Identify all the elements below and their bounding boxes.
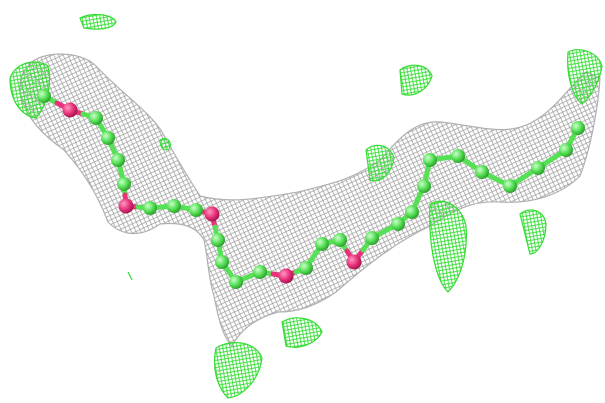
- carbon-atom: [253, 265, 267, 279]
- oxygen-atom: [118, 198, 134, 214]
- carbon-atom: [37, 89, 51, 103]
- carbon-atom: [365, 231, 379, 245]
- carbon-atom: [167, 199, 181, 213]
- carbon-atom: [111, 153, 125, 167]
- carbon-atom: [531, 161, 545, 175]
- carbon-atom: [315, 237, 329, 251]
- carbon-atom: [211, 233, 225, 247]
- carbon-atom: [89, 111, 103, 125]
- oxygen-atom: [62, 102, 78, 118]
- carbon-atom: [503, 179, 517, 193]
- carbon-atom: [229, 275, 243, 289]
- carbon-atom: [215, 255, 229, 269]
- carbon-atom: [333, 233, 347, 247]
- carbon-atom: [391, 217, 405, 231]
- carbon-atom: [559, 143, 573, 157]
- oxygen-atom: [346, 254, 362, 270]
- molecule-atoms: [37, 89, 585, 289]
- carbon-atom: [299, 261, 313, 275]
- oxygen-atom: [204, 206, 220, 222]
- difference-density-mesh: [9, 13, 603, 399]
- carbon-atom: [417, 179, 431, 193]
- carbon-atom: [423, 153, 437, 167]
- carbon-atom: [117, 177, 131, 191]
- carbon-atom: [571, 121, 585, 135]
- electron-density-mesh: [19, 53, 601, 348]
- carbon-atom: [475, 165, 489, 179]
- carbon-atom: [405, 205, 419, 219]
- carbon-atom: [101, 131, 115, 145]
- carbon-atom: [189, 203, 203, 217]
- carbon-atom: [451, 149, 465, 163]
- carbon-atom: [143, 201, 157, 215]
- oxygen-atom: [278, 268, 294, 284]
